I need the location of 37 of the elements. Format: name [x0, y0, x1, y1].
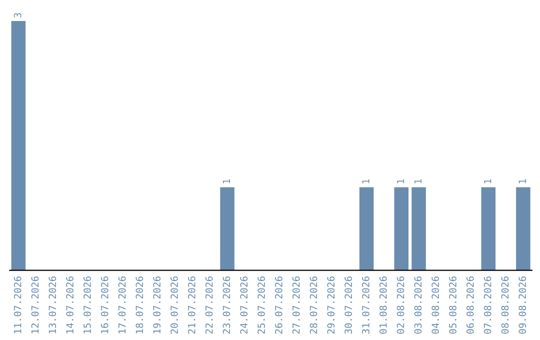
x-tick-label: 03.08.2026: [414, 276, 422, 334]
x-tick-label: 07.08.2026: [484, 276, 492, 334]
x-tick-label: 20.07.2026: [170, 276, 178, 334]
x-tick-label: 14.07.2026: [66, 276, 74, 334]
x-tick-label: 22.07.2026: [205, 276, 213, 334]
x-tick-label: 17.07.2026: [118, 276, 126, 334]
x-tick-label: 01.08.2026: [379, 276, 387, 334]
x-tick-label: 13.07.2026: [48, 276, 56, 334]
x-tick-label: 26.07.2026: [275, 276, 282, 334]
x-tick-label: 28.07.2026: [310, 276, 318, 334]
x-tick-label: 06.08.2026: [466, 276, 474, 334]
data-label: 1: [396, 179, 404, 184]
x-tick-label: 11.07.2026: [14, 276, 22, 334]
x-tick-label: 18.07.2026: [136, 276, 144, 334]
data-label: 1: [222, 179, 230, 184]
x-tick-label: 19.07.2026: [153, 276, 161, 334]
x-tick-label: 30.07.2026: [344, 276, 352, 334]
x-tick-label: 29.07.2026: [327, 276, 335, 334]
data-label: 1: [518, 179, 526, 184]
x-tick-label: 02.08.2026: [396, 276, 404, 334]
x-tick-label: 31.07.2026: [362, 276, 370, 334]
x-tick-label: 27.07.2026: [292, 276, 300, 334]
x-tick-label: 15.07.2026: [84, 276, 91, 334]
x-tick-label: 21.07.2026: [188, 276, 196, 334]
x-tick-label: 09.08.2026: [518, 276, 526, 334]
x-tick-label: 16.07.2026: [100, 276, 108, 334]
x-tick-label: 24.07.2026: [240, 276, 248, 334]
data-label: 1: [362, 179, 370, 184]
x-tick-label: 25.07.2026: [258, 276, 265, 334]
x-tick-label: 12.07.2026: [31, 276, 39, 334]
x-tick-label: 08.08.2026: [501, 276, 509, 334]
data-label: 1: [414, 179, 422, 184]
x-tick-label: 05.08.2026: [449, 276, 456, 334]
x-tick-label: 23.07.2026: [222, 276, 230, 334]
x-tick-label: 04.08.2026: [432, 276, 440, 334]
data-label: 1: [484, 179, 492, 184]
data-label: 3: [14, 13, 22, 18]
